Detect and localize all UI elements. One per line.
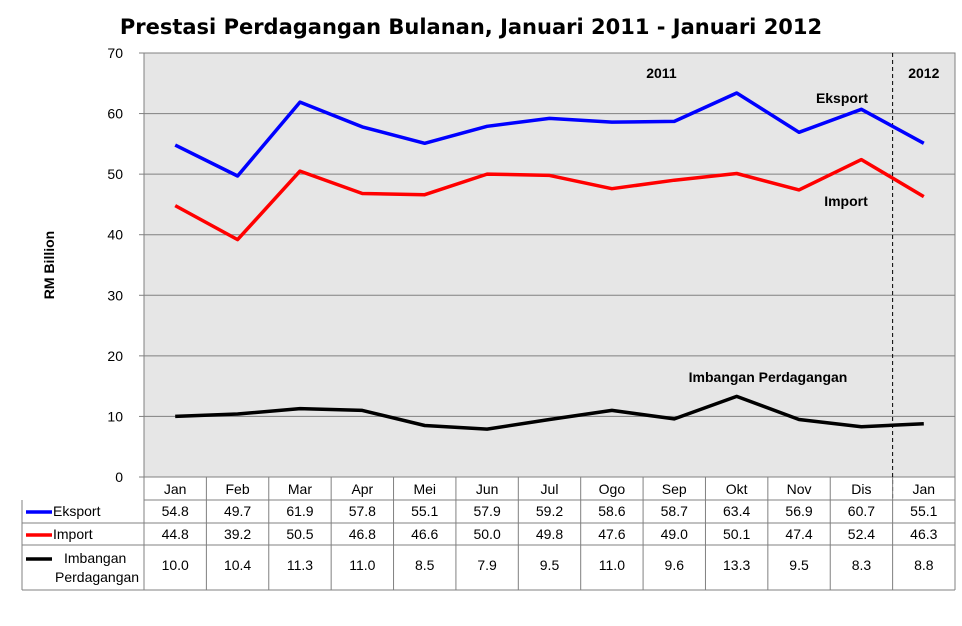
data-label-eksport: 56.9: [785, 503, 812, 519]
data-label-imbangan: 9.5: [789, 557, 809, 573]
category-label: Sep: [662, 481, 687, 497]
data-label-import: 50.5: [286, 526, 313, 542]
category-label: Mei: [413, 481, 436, 497]
data-label-eksport: 49.7: [224, 503, 251, 519]
chart-title: Prestasi Perdagangan Bulanan, Januari 20…: [120, 15, 822, 39]
data-label-imbangan: 11.0: [349, 557, 375, 573]
data-label-import: 49.8: [536, 526, 563, 542]
y-tick-label: 20: [107, 348, 123, 364]
category-label: Jul: [541, 481, 559, 497]
category-label: Ogo: [599, 481, 626, 497]
series-line-eksport: [174, 91, 925, 178]
y-tick-label: 10: [107, 408, 123, 424]
data-label-imbangan: 9.6: [665, 557, 685, 573]
data-label-import: 46.6: [411, 526, 438, 542]
y-tick-label: 70: [107, 45, 123, 61]
period-label-2011: 2011: [646, 65, 677, 81]
data-label-eksport: 55.1: [411, 503, 438, 519]
data-label-import: 44.8: [162, 526, 189, 542]
data-label-eksport: 57.8: [349, 503, 376, 519]
data-label-imbangan: 13.3: [723, 557, 750, 573]
data-label-import: 39.2: [224, 526, 251, 542]
y-tick-label: 50: [107, 166, 123, 182]
data-label-imbangan: 8.5: [415, 557, 435, 573]
data-label-imbangan: 9.5: [540, 557, 560, 573]
category-label: Dis: [851, 481, 871, 497]
category-label: Jan: [164, 481, 187, 497]
data-label-eksport: 54.8: [162, 503, 189, 519]
data-label-import: 46.3: [910, 526, 937, 542]
category-label: Nov: [787, 481, 812, 497]
data-label-imbangan: 11.3: [287, 557, 313, 573]
series-line-import: [174, 157, 925, 242]
y-tick-label: 0: [115, 469, 123, 485]
plot-area: [143, 52, 956, 478]
category-label: Mar: [288, 481, 312, 497]
data-label-eksport: 58.7: [661, 503, 688, 519]
table-row-label-imbangan-2: Perdagangan: [55, 569, 139, 585]
table-row-label-eksport: Eksport: [53, 503, 101, 519]
data-label-eksport: 59.2: [536, 503, 563, 519]
table-row-label-import: Import: [53, 526, 93, 542]
period-label-2012: 2012: [908, 65, 939, 81]
data-label-eksport: 58.6: [598, 503, 625, 519]
annotation-import: Import: [824, 193, 868, 209]
data-label-eksport: 55.1: [910, 503, 937, 519]
y-tick-label: 60: [107, 106, 123, 122]
category-label: Feb: [226, 481, 250, 497]
y-axis-label: RM Billion: [41, 231, 57, 299]
y-tick-label: 30: [107, 287, 123, 303]
category-label: Jun: [476, 481, 499, 497]
data-label-import: 47.4: [785, 526, 812, 542]
table-row-label-imbangan: Imbangan: [64, 550, 126, 566]
data-label-eksport: 57.9: [473, 503, 500, 519]
data-label-import: 49.0: [661, 526, 688, 542]
data-label-imbangan: 11.0: [599, 557, 625, 573]
series-line-imbangan: [175, 394, 924, 431]
data-label-imbangan: 10.0: [162, 557, 189, 573]
data-label-import: 50.0: [473, 526, 500, 542]
data-label-imbangan: 8.8: [914, 557, 934, 573]
data-label-eksport: 61.9: [286, 503, 313, 519]
annotation-imbangan: Imbangan Perdagangan: [689, 369, 848, 385]
annotation-eksport: Eksport: [816, 90, 868, 106]
data-label-import: 52.4: [848, 526, 875, 542]
data-label-import: 47.6: [598, 526, 625, 542]
data-label-imbangan: 10.4: [224, 557, 251, 573]
data-label-import: 50.1: [723, 526, 750, 542]
category-label: Apr: [351, 481, 373, 497]
data-label-import: 46.8: [349, 526, 376, 542]
y-tick-label: 40: [107, 227, 123, 243]
data-label-eksport: 60.7: [848, 503, 875, 519]
data-label-eksport: 63.4: [723, 503, 750, 519]
category-label: Okt: [726, 481, 748, 497]
data-label-imbangan: 7.9: [477, 557, 497, 573]
category-label: Jan: [913, 481, 936, 497]
data-label-imbangan: 8.3: [852, 557, 872, 573]
